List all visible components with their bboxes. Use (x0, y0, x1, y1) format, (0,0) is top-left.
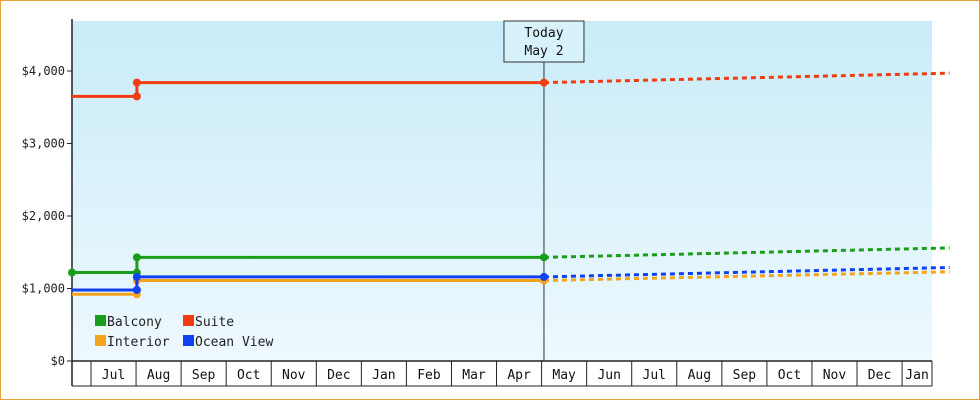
series-line-ocean-view (72, 275, 544, 292)
today-date-label: May 2 (524, 44, 563, 59)
legend-label-balcony: Balcony (107, 315, 162, 330)
x-axis: Jul Aug Sep Oct Nov Dec Jan Feb Mar Apr May Jun Jul A… (71, 360, 933, 387)
y-tick-label: $0 (51, 354, 65, 368)
x-month-label: Feb (417, 368, 441, 383)
today-box (503, 20, 585, 63)
forecast-line-balcony (543, 246, 950, 259)
x-month-label: Sep (192, 368, 216, 383)
x-month-label: Jan (905, 368, 928, 383)
legend-swatch-ocean-view (183, 335, 194, 346)
today-marker: Today May 2 (503, 20, 585, 361)
plot-background (72, 21, 932, 361)
series-suite (72, 71, 950, 101)
x-month-label: Dec (327, 368, 350, 383)
x-month-label: May (552, 368, 576, 383)
x-month-label: Jan (372, 368, 395, 383)
data-point-balcony[interactable] (68, 268, 76, 277)
legend-swatch-balcony (95, 315, 106, 326)
x-month-label: Oct (778, 368, 801, 383)
series-balcony (68, 246, 950, 277)
forecast-line-suite (543, 71, 950, 85)
series-layer (68, 71, 950, 299)
x-month-label: Aug (688, 368, 711, 383)
x-month-label: Dec (868, 368, 891, 383)
data-point-balcony[interactable] (132, 253, 141, 262)
x-month-label: Nov (823, 368, 847, 383)
today-label: Today (524, 26, 563, 41)
legend: Balcony Suite Interior Ocean View (95, 315, 273, 350)
data-point-ocean-view[interactable] (132, 285, 141, 294)
y-axis: $0 $1,000 $2,000 $3,000 $4,000 (22, 19, 73, 386)
x-month-label: Apr (507, 368, 531, 383)
legend-label-suite: Suite (195, 315, 234, 330)
x-month-label: Aug (147, 368, 170, 383)
x-month-label: Oct (237, 368, 260, 383)
series-line-balcony (72, 255, 544, 275)
series-line-suite (72, 81, 544, 98)
data-point-ocean-view[interactable] (132, 272, 141, 281)
y-tick-label: $1,000 (22, 282, 65, 296)
data-point-ocean-view[interactable] (539, 272, 548, 281)
x-month-label: Nov (282, 368, 306, 383)
data-point-suite[interactable] (539, 78, 548, 87)
data-point-suite[interactable] (132, 92, 141, 101)
legend-label-ocean-view: Ocean View (195, 335, 273, 350)
data-point-suite[interactable] (132, 78, 141, 87)
legend-label-interior: Interior (107, 335, 170, 350)
x-month-label: Jul (643, 368, 666, 383)
x-month-label: Jun (597, 368, 620, 383)
x-month-label: Sep (733, 368, 757, 383)
legend-swatch-interior (95, 335, 106, 346)
y-tick-label: $4,000 (22, 64, 65, 78)
x-month-label: Jul (102, 368, 125, 383)
legend-swatch-suite (183, 315, 194, 326)
x-month-label: Mar (462, 368, 486, 383)
data-point-balcony[interactable] (539, 253, 548, 262)
series-ocean-view (72, 265, 950, 294)
y-tick-label: $3,000 (22, 137, 65, 151)
y-tick-label: $2,000 (22, 209, 65, 223)
forecast-line-interior (543, 270, 950, 283)
forecast-line-ocean-view (543, 265, 950, 279)
